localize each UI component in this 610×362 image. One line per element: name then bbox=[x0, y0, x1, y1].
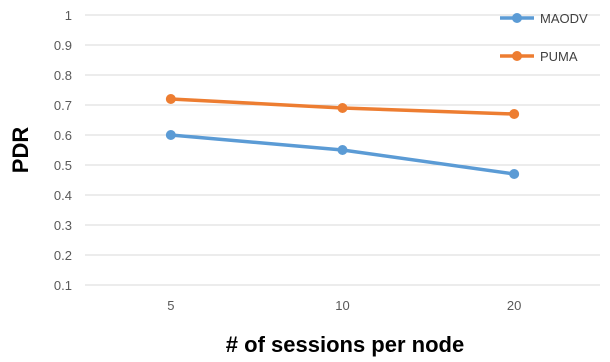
data-point-puma bbox=[337, 103, 348, 113]
y-tick-labels: 0.1 0.2 0.3 0.4 0.5 0.6 0.7 0.8 0.9 1 bbox=[54, 8, 72, 293]
y-axis-title: PDR bbox=[8, 127, 33, 174]
x-tick-labels: 5 10 20 bbox=[167, 298, 521, 313]
y-tick-label: 0.3 bbox=[54, 218, 72, 233]
data-point-puma bbox=[165, 94, 176, 104]
data-point-maodv bbox=[165, 130, 176, 140]
y-tick-label: 0.9 bbox=[54, 38, 72, 53]
x-tick-label: 10 bbox=[335, 298, 349, 313]
y-tick-label: 0.1 bbox=[54, 278, 72, 293]
legend-label-puma: PUMA bbox=[540, 49, 578, 64]
y-tick-label: 0.2 bbox=[54, 248, 72, 263]
legend-marker-maodv bbox=[512, 13, 522, 23]
legend-label-maodv: MAODV bbox=[540, 11, 588, 26]
x-tick-label: 20 bbox=[507, 298, 521, 313]
y-tick-label: 0.5 bbox=[54, 158, 72, 173]
data-point-puma bbox=[509, 109, 520, 119]
y-tick-label: 0.8 bbox=[54, 68, 72, 83]
y-tick-label: 1 bbox=[65, 8, 72, 23]
legend: MAODV PUMA bbox=[500, 11, 588, 64]
y-tick-label: 0.6 bbox=[54, 128, 72, 143]
y-tick-label: 0.4 bbox=[54, 188, 72, 203]
series-group bbox=[165, 94, 520, 179]
x-tick-label: 5 bbox=[167, 298, 174, 313]
data-point-maodv bbox=[509, 169, 520, 179]
y-tick-label: 0.7 bbox=[54, 98, 72, 113]
legend-marker-puma bbox=[512, 51, 522, 61]
x-axis-title: # of sessions per node bbox=[226, 332, 464, 357]
data-point-maodv bbox=[337, 145, 348, 155]
